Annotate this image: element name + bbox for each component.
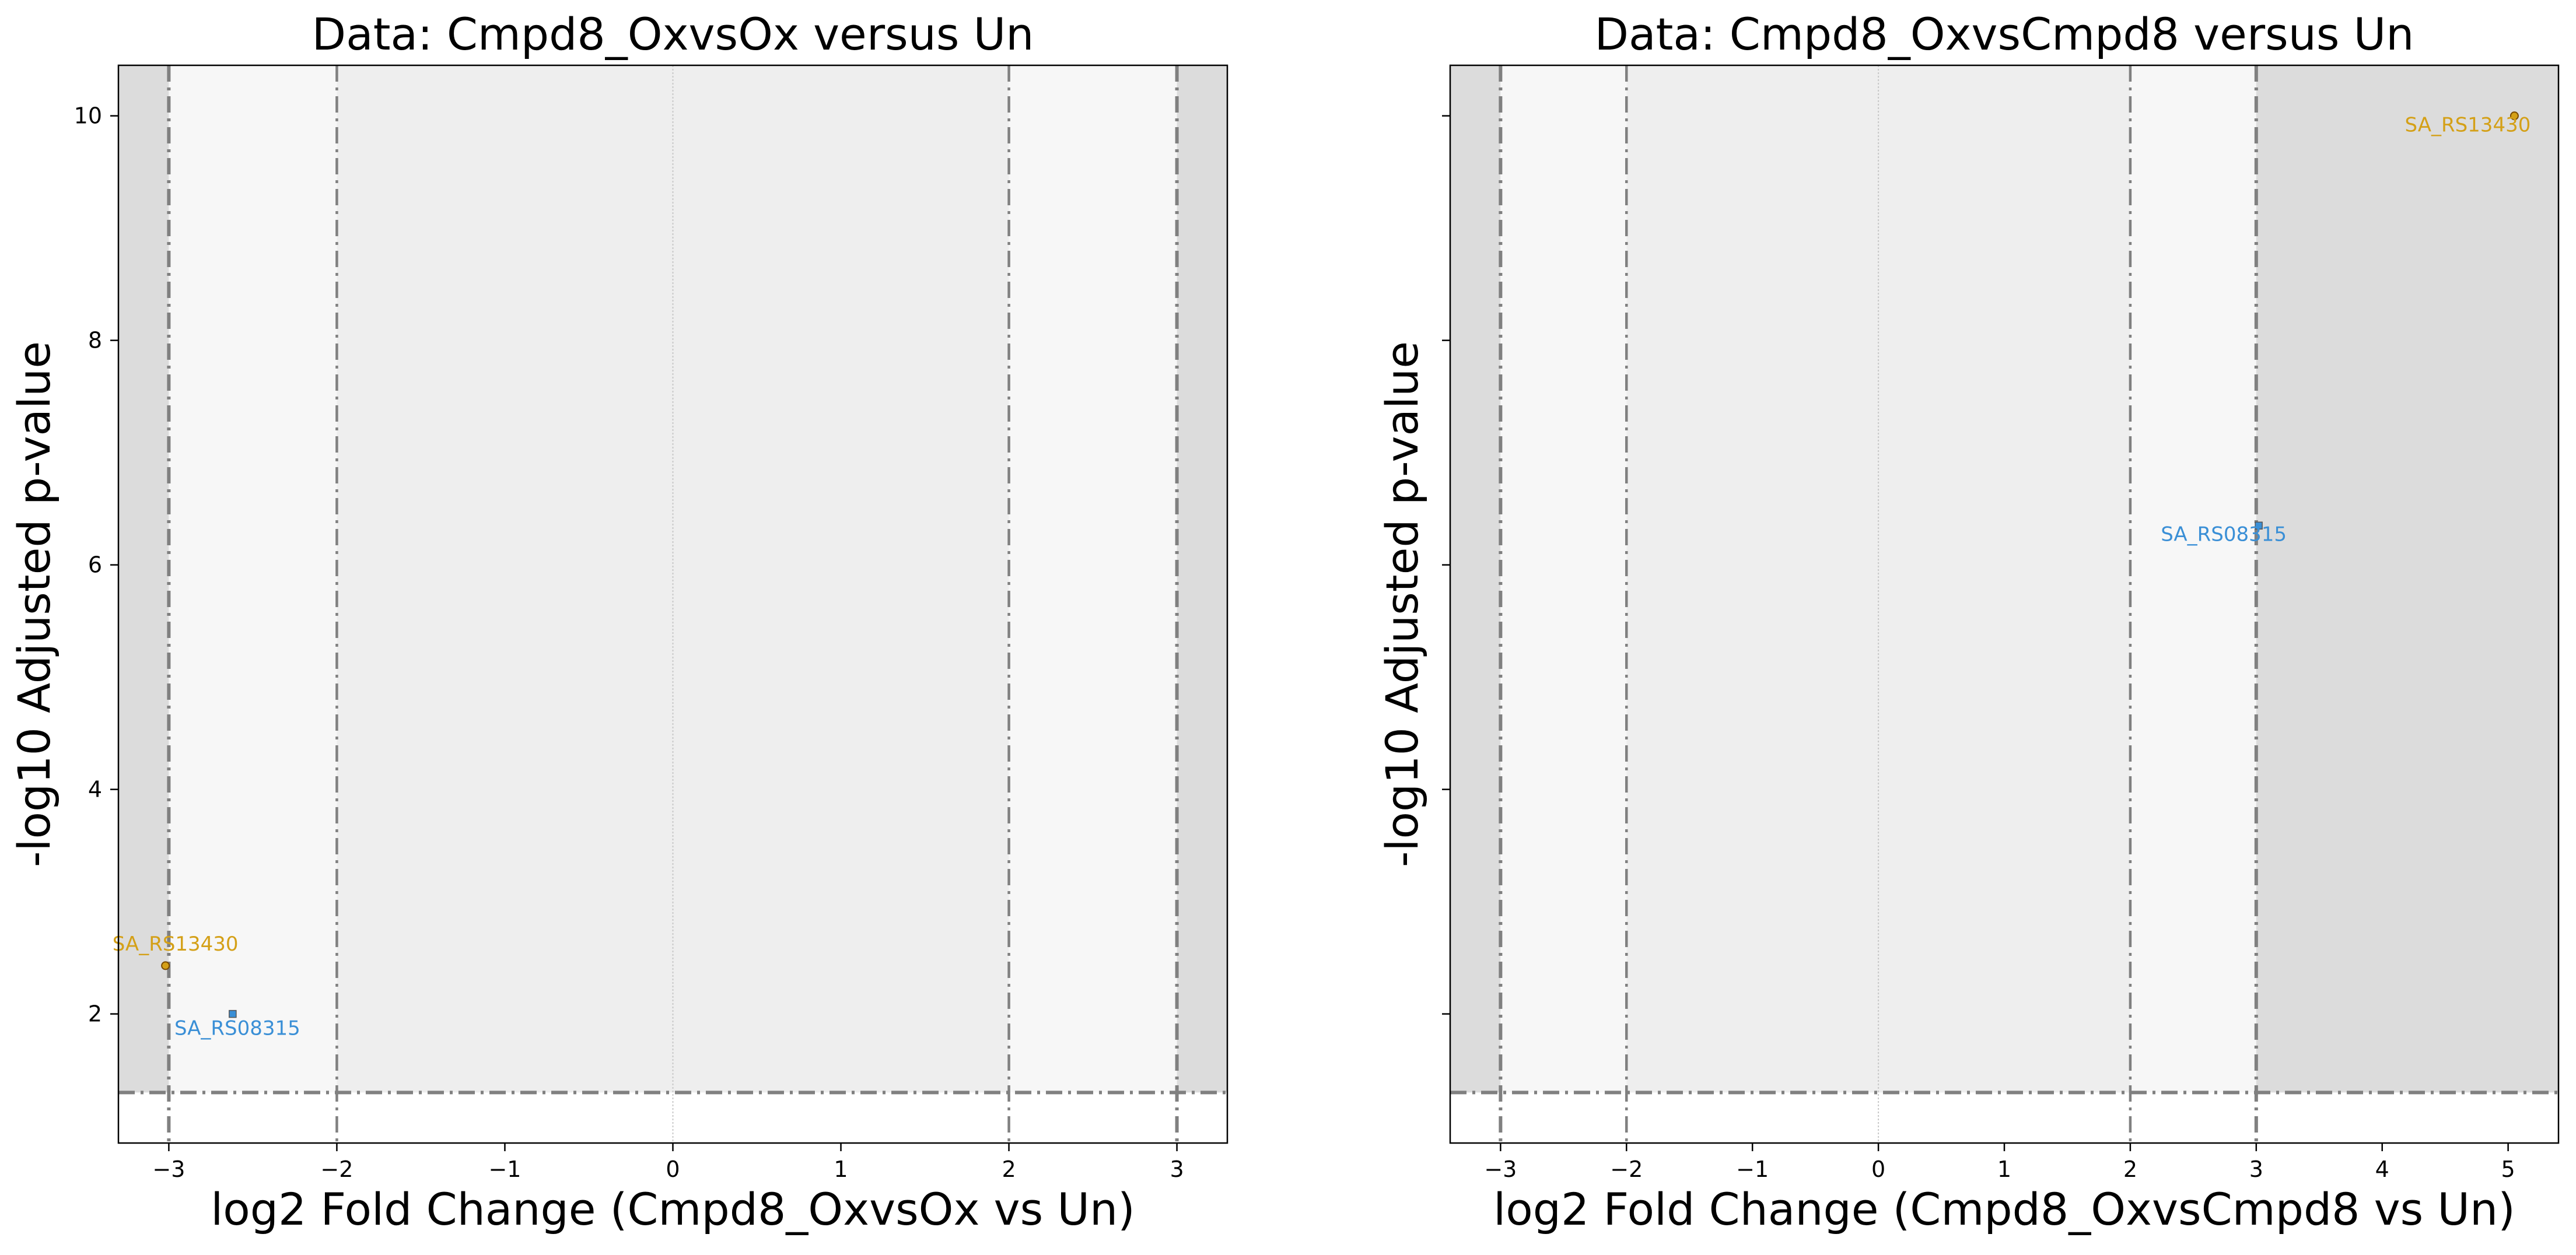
x-tick-label: 1	[834, 1156, 848, 1182]
chart-title: Data: Cmpd8_OxvsCmpd8 versus Un	[1595, 8, 2414, 60]
x-tick-label: 0	[666, 1156, 680, 1182]
x-tick-label: 3	[1170, 1156, 1184, 1182]
data-point-sa-rs08315	[229, 1009, 237, 1018]
x-tick-label: 5	[2501, 1156, 2515, 1182]
x-tick-label: 0	[1871, 1156, 1885, 1182]
x-tick-label: −2	[1610, 1156, 1643, 1182]
data-label-sa-rs08315: SA_RS08315	[174, 1017, 300, 1040]
y-tick-label: 2	[88, 1001, 102, 1027]
x-tick-label: −3	[152, 1156, 185, 1182]
data-point-sa-rs08315	[2255, 521, 2263, 530]
x-tick-label: −1	[1736, 1156, 1769, 1182]
band-center	[337, 65, 1009, 1093]
data-point-sa-rs13430	[2510, 111, 2519, 121]
band-mid-right	[2130, 65, 2256, 1093]
significance-bands	[1450, 65, 2558, 1143]
x-tick-label: 3	[2249, 1156, 2263, 1182]
x-axis-label: log2 Fold Change (Cmpd8_OxvsCmpd8 vs Un)	[1493, 1183, 2515, 1235]
x-axis-label: log2 Fold Change (Cmpd8_OxvsOx vs Un)	[211, 1183, 1135, 1235]
band-outer-left	[118, 65, 169, 1093]
y-tick-label: 6	[88, 552, 102, 578]
y-tick-label: 4	[88, 777, 102, 802]
volcano-plot-right: SA_RS13430 SA_RS08315 −3 −2 −1 0 1 2 3 4 5 Data: Cm…	[1376, 8, 2560, 1235]
y-tick-label: 8	[88, 328, 102, 353]
chart-title: Data: Cmpd8_OxvsOx versus Un	[312, 8, 1034, 60]
x-tick-label: 2	[2123, 1156, 2137, 1182]
volcano-plot-left: SA_RS13430 SA_RS08315 −3 −2 −1 0 1 2 3 2 4 6 8 10 Data…	[8, 8, 1228, 1235]
band-mid-left	[1500, 65, 1627, 1093]
x-tick-label: 4	[2375, 1156, 2389, 1182]
band-outer-left	[1450, 65, 1501, 1093]
band-mid-right	[1009, 65, 1177, 1093]
x-tick-label: −1	[488, 1156, 521, 1182]
band-center	[1626, 65, 2130, 1093]
x-tick-label: −3	[1484, 1156, 1517, 1182]
data-label-sa-rs13430: SA_RS13430	[2405, 114, 2531, 137]
band-outer-right	[1177, 65, 1227, 1093]
x-tick-label: 2	[1002, 1156, 1016, 1182]
data-label-sa-rs13430: SA_RS13430	[113, 933, 239, 956]
y-axis-label: -log10 Adjusted p-value	[1376, 341, 1428, 867]
significance-bands	[118, 65, 1227, 1143]
band-mid-left	[169, 65, 337, 1093]
band-outer-right	[2256, 65, 2558, 1093]
x-tick-label: 1	[1997, 1156, 2011, 1182]
x-tick-label: −2	[320, 1156, 353, 1182]
y-axis-label: -log10 Adjusted p-value	[8, 341, 60, 867]
data-label-sa-rs08315: SA_RS08315	[2161, 523, 2287, 546]
y-tick-label: 10	[74, 103, 102, 129]
data-point-sa-rs13430	[161, 961, 170, 970]
